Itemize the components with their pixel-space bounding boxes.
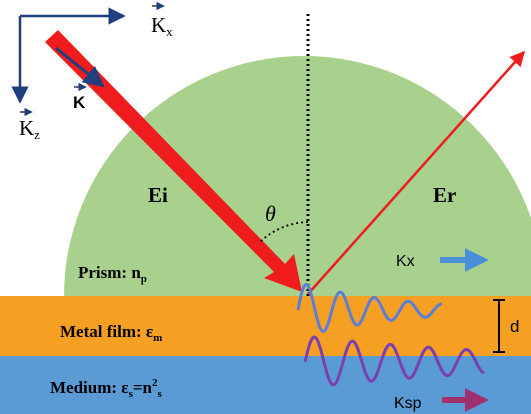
kz-axis-label: Kz [19, 116, 40, 142]
metal-film-label: Metal film: εm [60, 322, 162, 344]
incident-beam [45, 30, 302, 292]
medium-surface-plasmon-wave [303, 335, 485, 387]
reflected-field-label: Er [433, 183, 456, 207]
reflected-beam [307, 50, 525, 295]
kx-wave-label: Kx [396, 253, 415, 270]
metal-evanescent-wave [296, 282, 443, 333]
evanescent-waves [296, 282, 485, 387]
incident-field-label: Ei [148, 183, 168, 207]
k-vector-label: K [73, 93, 86, 112]
prism-label: Prism: np [78, 263, 147, 285]
metal-film-layer [0, 296, 531, 356]
thickness-label: d [510, 317, 519, 336]
kx-axis-label: Kx [151, 13, 173, 39]
k-vector-line [55, 46, 105, 88]
incidence-angle-label: θ [265, 201, 276, 226]
ksp-wave-label: Ksp [394, 395, 422, 412]
prism-semicircle [64, 56, 531, 296]
medium-layer [0, 356, 531, 414]
medium-label: Medium: εs=n2s [50, 377, 163, 400]
